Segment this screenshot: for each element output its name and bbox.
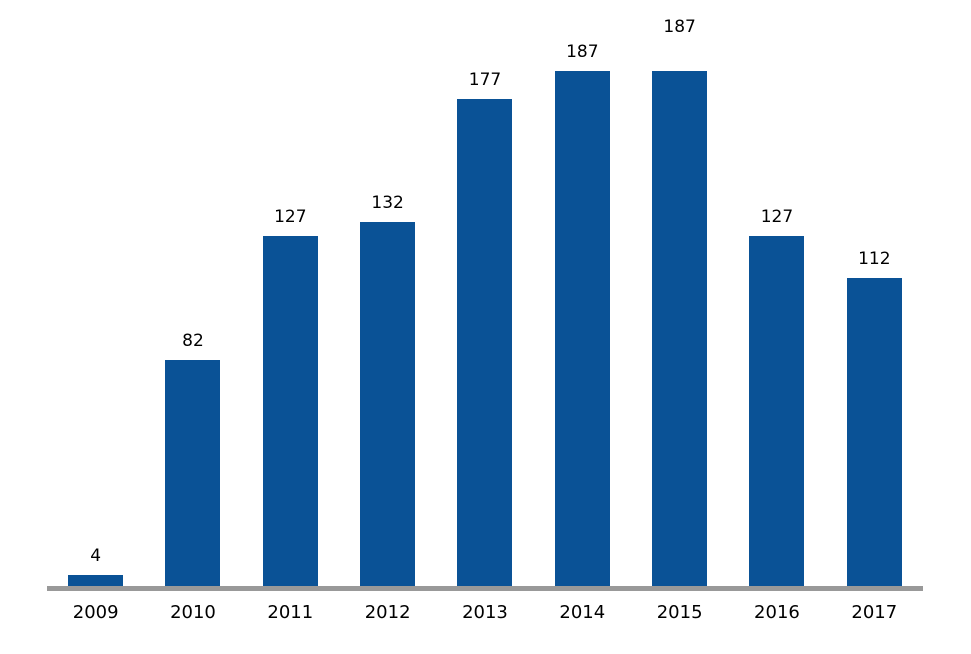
- bar-value-label: 4: [90, 546, 102, 566]
- bar-slot-2015: 187: [631, 0, 728, 586]
- x-axis-label-2012: 2012: [364, 602, 411, 623]
- x-axis-label-2010: 2010: [170, 602, 216, 623]
- bar-2009: [68, 575, 124, 586]
- bar-value-label: 132: [371, 193, 404, 213]
- bar-value-label: 187: [566, 42, 599, 62]
- bar-slot-2013: 177: [436, 0, 533, 586]
- bar-2011: [262, 236, 318, 586]
- x-axis-label-2011: 2011: [267, 602, 314, 623]
- x-axis-label-2015: 2015: [656, 602, 703, 623]
- bar-2015: [652, 71, 708, 586]
- x-axis-line: [47, 586, 923, 591]
- bar-slot-2014: 187: [534, 0, 631, 586]
- bar-value-label: 82: [182, 331, 204, 351]
- x-axis-label-2009: 2009: [72, 602, 119, 623]
- bar-slot-2012: 132: [339, 0, 436, 586]
- bar-2014: [554, 71, 610, 586]
- bar-value-label: 112: [858, 249, 891, 269]
- bar-value-label: 127: [274, 207, 307, 227]
- bar-2010: [165, 360, 221, 586]
- bar-2013: [457, 99, 513, 586]
- bar-value-label: 177: [468, 70, 502, 90]
- bar-slot-2009: 4: [47, 0, 144, 586]
- x-axis-label-2014: 2014: [559, 602, 606, 623]
- bar-slot-2011: 127: [242, 0, 339, 586]
- bar-slot-2017: 112: [826, 0, 923, 586]
- plot-area: 4 82 127 132 177 187 187 127 112: [47, 0, 923, 586]
- x-axis-label-2013: 2013: [462, 602, 508, 623]
- x-axis-label-2017: 2017: [851, 602, 898, 623]
- x-axis-labels: 2009 2010 2011 2012 2013 2014 2015 2016 2017: [47, 602, 923, 624]
- bar-slot-2016: 127: [728, 0, 825, 586]
- x-axis-label-2016: 2016: [754, 602, 800, 623]
- bar-value-label: 127: [760, 207, 794, 227]
- bar-slot-2010: 82: [144, 0, 241, 586]
- bar-2016: [749, 236, 805, 586]
- bar-2012: [360, 222, 416, 586]
- bar-2017: [846, 278, 902, 586]
- bar-value-label: 187: [663, 17, 696, 37]
